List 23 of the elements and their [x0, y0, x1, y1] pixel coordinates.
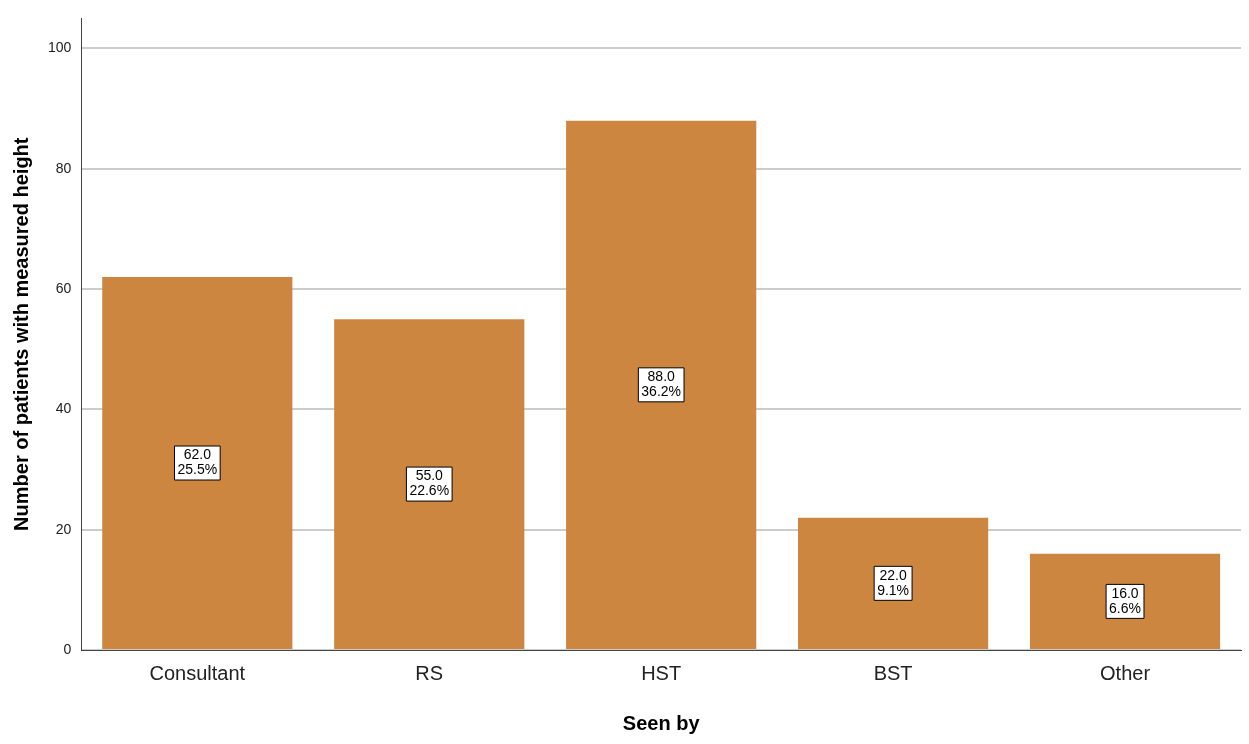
x-tick-label: BST	[873, 661, 913, 684]
bar	[1029, 553, 1221, 649]
data-label: 16.0 6.6%	[1109, 584, 1141, 616]
bar	[566, 120, 757, 649]
y-tick-label: 100	[48, 39, 72, 56]
y-tick-label: 60	[55, 279, 72, 296]
x-axis-title: Seen by	[622, 711, 701, 734]
data-label: 22.0 9.1%	[877, 566, 910, 598]
x-tick-label: RS	[415, 661, 444, 684]
bar	[102, 277, 293, 649]
y-axis-title: Number of patients with measured height	[9, 137, 32, 531]
y-tick-label: 0	[63, 640, 72, 657]
y-tick-label: 80	[55, 159, 72, 176]
x-tick-label: HST	[641, 661, 682, 684]
data-label: 88.0 36.2%	[641, 368, 682, 400]
x-tick-label: Consultant	[149, 661, 246, 684]
y-tick-label: 40	[55, 400, 72, 417]
data-label: 62.0 25.5%	[177, 446, 218, 478]
x-tick-label: Other	[1100, 661, 1151, 684]
data-label: 55.0 22.6%	[409, 467, 450, 499]
bar	[334, 319, 525, 649]
bar	[798, 517, 989, 649]
y-tick-label: 20	[55, 520, 72, 537]
